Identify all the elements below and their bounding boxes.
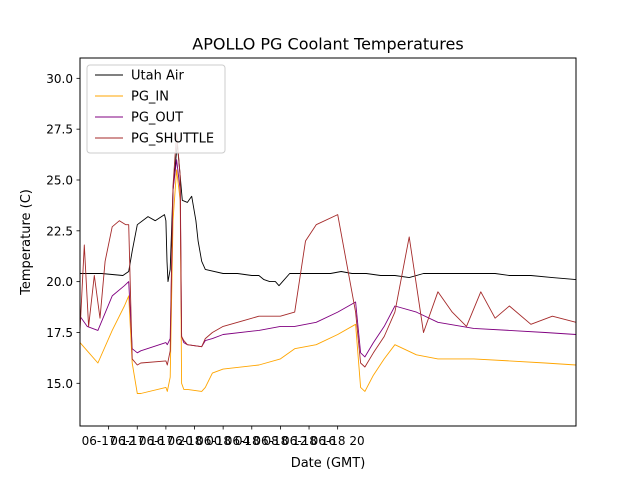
plot-frame	[79, 57, 577, 427]
x-tick-label: 06-18 16	[282, 434, 336, 448]
legend-label: PG_SHUTTLE	[131, 132, 214, 147]
y-tick-label: 22.5	[46, 224, 73, 238]
series-layer	[79, 132, 577, 394]
x-tick-label: 06-18 04	[196, 434, 250, 448]
legend-label: PG_IN	[131, 90, 169, 105]
x-tick-label: 06-18 00	[168, 434, 222, 448]
x-axis-label: Date (GMT)	[291, 456, 366, 471]
x-tick-label: 06-18 08	[225, 434, 279, 448]
x-tick-label: 06-17 16	[110, 434, 164, 448]
chart-title: APOLLO PG Coolant Temperatures	[192, 35, 463, 54]
y-tick-label: 17.5	[46, 326, 73, 340]
x-tick-label: 06-17 20	[139, 434, 193, 448]
y-tick-label: 25.0	[46, 173, 73, 187]
series-line-utah-air	[80, 142, 577, 287]
y-tick-label: 27.5	[46, 123, 73, 137]
legend-label: Utah Air	[131, 69, 184, 84]
series-line-pg-in	[79, 169, 577, 394]
legend-label: PG_OUT	[131, 111, 183, 126]
y-tick-label: 20.0	[46, 275, 73, 289]
series-line-pg-out	[79, 159, 577, 358]
legend: Utah Air PG_IN PG_OUT PG_SHUTTLE	[86, 64, 226, 154]
legend-box	[86, 64, 226, 154]
x-tick-label: 06-17 12	[82, 434, 136, 448]
y-tick-label: 15.0	[46, 377, 73, 391]
y-axis-ticks: 15.0 17.5 20.0 22.5 25.0 27.5 30.0	[46, 72, 80, 391]
x-tick-label: 06-18 12	[253, 434, 307, 448]
y-tick-label: 30.0	[46, 72, 73, 86]
x-tick-label: 06-18 20	[311, 434, 365, 448]
legend-entries: Utah Air PG_IN PG_OUT PG_SHUTTLE	[95, 69, 214, 147]
y-axis-label: Temperature (C)	[19, 189, 34, 296]
series-line-pg-shuttle	[79, 132, 577, 368]
